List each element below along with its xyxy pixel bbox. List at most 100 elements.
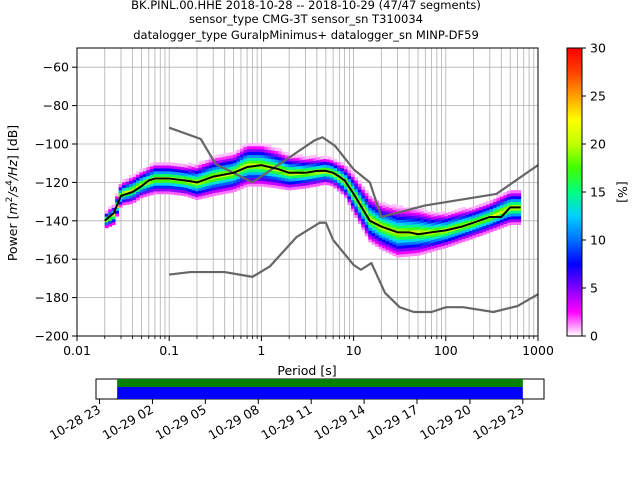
density-cell [201, 189, 206, 193]
density-cell [371, 212, 376, 216]
density-cell [378, 202, 383, 207]
density-cell [389, 231, 393, 235]
density-cell [319, 167, 324, 172]
density-cell [468, 213, 473, 217]
density-cell [108, 220, 113, 224]
density-cell [499, 207, 504, 211]
density-cell [399, 228, 404, 232]
density-cell [378, 240, 383, 244]
density-cell [250, 174, 255, 178]
density-cell [416, 217, 421, 222]
density-cell [208, 170, 213, 174]
density-cell [226, 158, 230, 162]
density-cell [395, 234, 400, 238]
density-cell [499, 201, 504, 206]
density-cell [309, 181, 314, 185]
density-cell [291, 175, 296, 179]
density-cell [389, 222, 393, 226]
density-cell [215, 166, 220, 170]
density-cell [198, 181, 203, 185]
density-cell [146, 181, 151, 185]
density-cell [253, 154, 258, 158]
density-cell [170, 165, 175, 169]
density-cell [465, 225, 470, 230]
y-tick-label: −100 [35, 137, 69, 152]
density-cell [181, 166, 185, 171]
density-cell [493, 218, 497, 223]
density-cell [402, 210, 407, 214]
density-cell [198, 167, 203, 171]
density-cell [129, 177, 133, 182]
density-cell [375, 209, 380, 213]
density-cell [409, 238, 414, 242]
density-cell [239, 185, 244, 189]
density-cell [246, 157, 251, 161]
density-cell [274, 159, 279, 163]
density-cell [298, 182, 303, 187]
density-cell [413, 215, 418, 219]
density-cell [281, 180, 286, 184]
density-cell [371, 238, 376, 242]
density-cell [295, 154, 300, 158]
density-cell [461, 232, 466, 237]
timeline-tick-label: 10-29 05 [153, 402, 209, 443]
x-tick-label: 100 [434, 343, 458, 358]
density-cell [267, 143, 272, 148]
density-cell [212, 166, 217, 171]
density-cell [115, 198, 120, 203]
density-cell [319, 164, 324, 169]
density-cell [399, 205, 404, 209]
density-cell [267, 178, 272, 182]
density-cell [437, 237, 442, 242]
density-cell [350, 185, 355, 189]
density-cell [503, 197, 508, 202]
density-cell [111, 221, 116, 226]
density-cell [198, 193, 203, 197]
density-cell [184, 184, 189, 188]
density-cell [201, 186, 206, 190]
density-cell [513, 210, 518, 214]
density-cell [382, 210, 386, 214]
density-cell [295, 160, 300, 164]
density-cell [174, 183, 178, 187]
density-cell [506, 202, 511, 206]
density-cell [357, 220, 362, 225]
density-cell [382, 233, 386, 237]
density-cell [229, 160, 234, 165]
density-cell [364, 227, 369, 231]
density-cell [454, 223, 459, 228]
density-cell [323, 178, 328, 183]
density-cell [454, 241, 459, 245]
density-cell [465, 228, 470, 233]
density-cell [506, 193, 511, 197]
density-cell [413, 226, 418, 231]
density-cell [156, 165, 161, 169]
density-cell [364, 189, 369, 194]
density-cell [444, 236, 449, 240]
density-cell [208, 161, 213, 166]
density-cell [378, 234, 383, 238]
density-cell [343, 166, 348, 170]
density-cell [413, 209, 418, 213]
density-cell [285, 160, 289, 165]
density-cell [510, 198, 515, 202]
density-cell [156, 170, 161, 175]
density-cell [430, 248, 435, 252]
density-cell [368, 227, 373, 231]
density-cell [312, 172, 317, 176]
density-cell [278, 182, 282, 187]
density-cell [319, 179, 324, 183]
density-cell [409, 230, 414, 234]
density-cell [246, 163, 251, 167]
density-cell [357, 180, 362, 184]
density-cell [129, 180, 133, 185]
density-cell [323, 155, 328, 159]
density-cell [226, 178, 230, 182]
density-cell [330, 157, 334, 161]
density-cell [413, 229, 418, 234]
density-cell [257, 166, 262, 170]
density-cell [257, 174, 262, 178]
density-cell [389, 216, 393, 220]
y-axis-label: Power [m2/s4/Hz] [dB] [5, 125, 20, 261]
